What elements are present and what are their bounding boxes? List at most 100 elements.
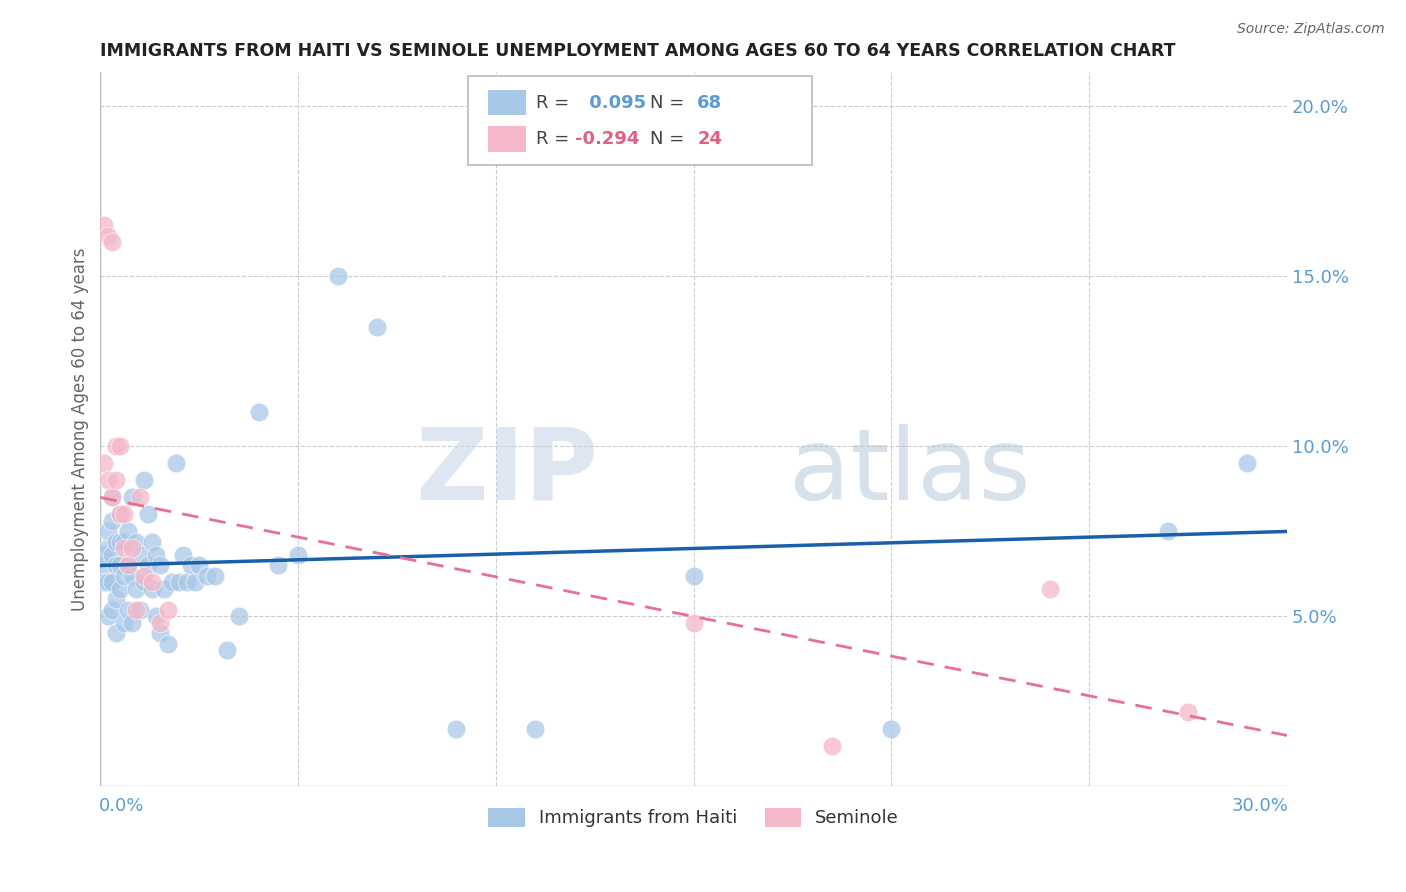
Point xyxy=(101,514,124,528)
Point xyxy=(156,602,179,616)
Point xyxy=(105,558,128,573)
Point xyxy=(145,609,167,624)
Point xyxy=(117,602,139,616)
Point xyxy=(152,582,174,597)
Text: -0.294: -0.294 xyxy=(575,129,640,148)
Point xyxy=(125,602,148,616)
Point xyxy=(121,616,143,631)
Point xyxy=(1039,582,1062,597)
Point xyxy=(101,548,124,562)
Point xyxy=(180,558,202,573)
Text: 0.0%: 0.0% xyxy=(100,797,145,815)
Point xyxy=(228,609,250,624)
Point xyxy=(141,575,163,590)
Point xyxy=(136,558,159,573)
Point xyxy=(145,548,167,562)
Point xyxy=(97,474,120,488)
Point xyxy=(105,440,128,454)
FancyBboxPatch shape xyxy=(468,76,813,165)
Legend: Immigrants from Haiti, Seminole: Immigrants from Haiti, Seminole xyxy=(481,801,905,835)
Bar xyxy=(488,126,526,152)
Point xyxy=(93,548,115,562)
Point xyxy=(101,235,124,250)
Point xyxy=(112,568,135,582)
Point xyxy=(1157,524,1180,539)
Point xyxy=(247,405,270,419)
Point xyxy=(1177,705,1199,719)
Point xyxy=(125,534,148,549)
Point xyxy=(129,602,152,616)
Y-axis label: Unemployment Among Ages 60 to 64 years: Unemployment Among Ages 60 to 64 years xyxy=(72,248,89,611)
Point xyxy=(446,722,468,736)
Point xyxy=(366,320,388,334)
Point xyxy=(101,602,124,616)
Point xyxy=(287,548,309,562)
Point xyxy=(204,568,226,582)
Point xyxy=(129,491,152,505)
Point xyxy=(108,582,131,597)
Point xyxy=(105,592,128,607)
Point xyxy=(93,457,115,471)
Text: R =: R = xyxy=(536,129,575,148)
Point xyxy=(121,568,143,582)
Point xyxy=(141,582,163,597)
Point xyxy=(105,474,128,488)
Point xyxy=(117,558,139,573)
Text: Source: ZipAtlas.com: Source: ZipAtlas.com xyxy=(1237,22,1385,37)
Text: 24: 24 xyxy=(697,129,723,148)
Point xyxy=(326,269,349,284)
Point xyxy=(141,534,163,549)
Point xyxy=(112,616,135,631)
Point xyxy=(880,722,903,736)
Point xyxy=(215,643,238,657)
Point xyxy=(108,508,131,522)
Point xyxy=(105,626,128,640)
Point xyxy=(112,508,135,522)
Point xyxy=(524,722,547,736)
Point xyxy=(136,508,159,522)
Text: ZIP: ZIP xyxy=(416,424,599,521)
Text: N =: N = xyxy=(650,129,690,148)
Point xyxy=(132,575,155,590)
Point xyxy=(97,228,120,243)
Point xyxy=(101,491,124,505)
Point xyxy=(188,558,211,573)
Point xyxy=(125,582,148,597)
Point xyxy=(93,558,115,573)
Point xyxy=(108,558,131,573)
Point xyxy=(1236,457,1258,471)
Point xyxy=(169,575,191,590)
Point xyxy=(108,534,131,549)
Point xyxy=(97,575,120,590)
Point xyxy=(682,568,704,582)
Point xyxy=(117,558,139,573)
Point xyxy=(93,575,115,590)
Point xyxy=(682,616,704,631)
Point xyxy=(184,575,207,590)
Point xyxy=(160,575,183,590)
Point xyxy=(121,491,143,505)
Point xyxy=(97,541,120,556)
Point xyxy=(149,616,172,631)
Point xyxy=(117,524,139,539)
Point xyxy=(101,575,124,590)
Point xyxy=(101,491,124,505)
Text: 30.0%: 30.0% xyxy=(1232,797,1288,815)
Point xyxy=(108,440,131,454)
Text: N =: N = xyxy=(650,94,690,112)
Point xyxy=(97,609,120,624)
Text: 68: 68 xyxy=(697,94,723,112)
Point xyxy=(108,508,131,522)
Bar xyxy=(488,90,526,115)
Point xyxy=(97,524,120,539)
Text: R =: R = xyxy=(536,94,575,112)
Point xyxy=(176,575,198,590)
Point xyxy=(132,568,155,582)
Text: atlas: atlas xyxy=(789,424,1031,521)
Point xyxy=(821,739,844,753)
Point xyxy=(267,558,290,573)
Point xyxy=(132,474,155,488)
Point xyxy=(149,626,172,640)
Point xyxy=(112,541,135,556)
Text: 0.095: 0.095 xyxy=(583,94,647,112)
